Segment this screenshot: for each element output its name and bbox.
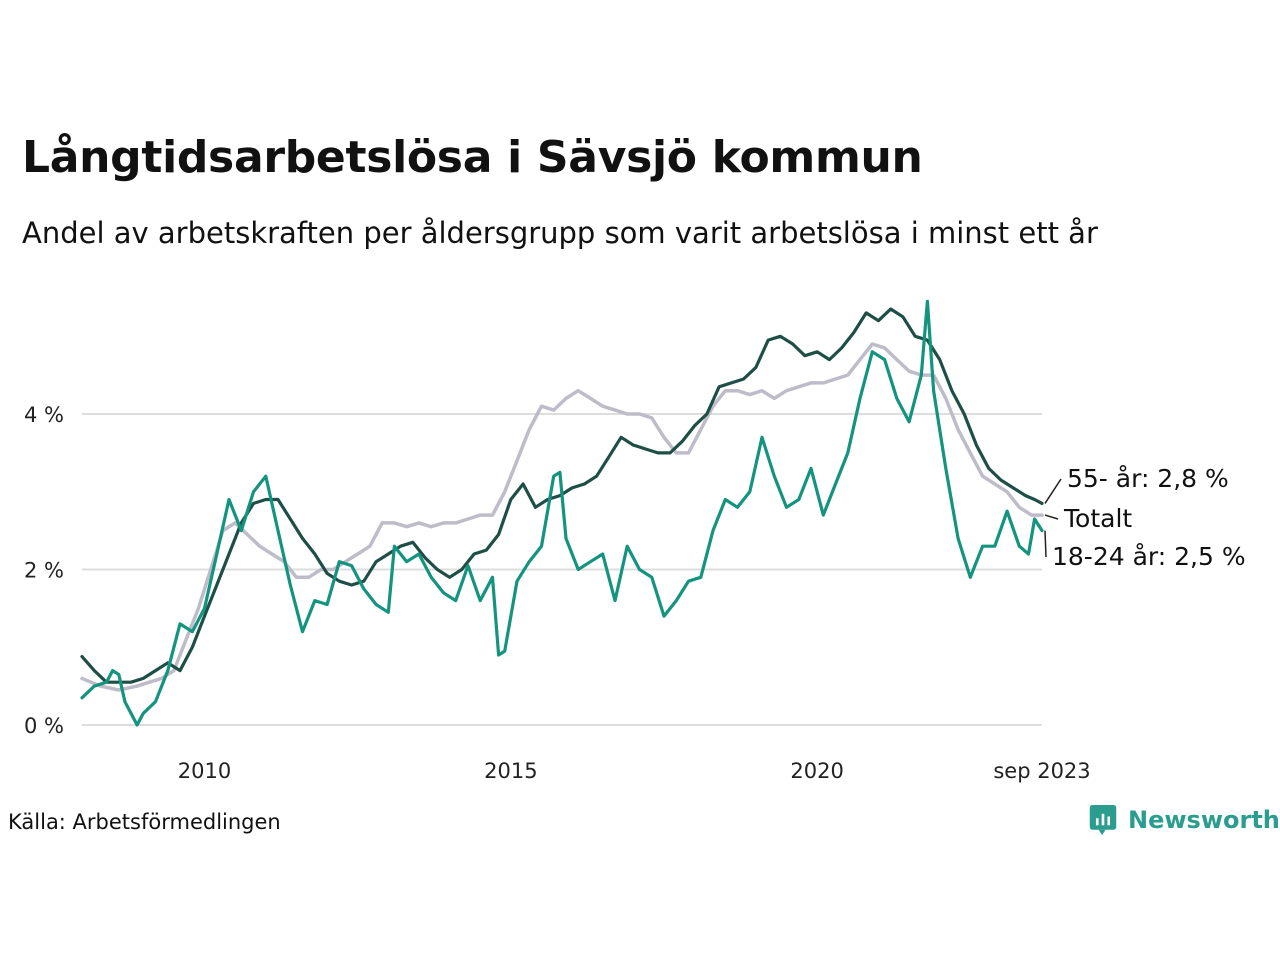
series-lines: [80, 299, 1044, 727]
leader-line-age55: [1044, 478, 1062, 504]
series-line-total: [80, 342, 1044, 692]
series-label-age55: 55- år: 2,8 %: [1067, 464, 1229, 493]
series-label-total: Totalt: [1063, 504, 1132, 533]
newsworthy-logo: Newsworthy: [1088, 803, 1280, 837]
y-axis-ticks: 0 % 2 % 4 %: [24, 403, 64, 738]
y-tick-label: 4 %: [24, 403, 64, 427]
x-axis-ticks: 2010 2015 2020 sep 2023: [178, 759, 1091, 783]
series-labels: Totalt 55- år: 2,8 % 18-24 år: 2,5 %: [1044, 464, 1246, 571]
leader-line-age18_24: [1044, 530, 1047, 558]
x-tick-label: 2015: [484, 759, 537, 783]
series-label-age18_24: 18-24 år: 2,5 %: [1052, 542, 1246, 571]
logo-text: Newsworthy: [1128, 806, 1280, 834]
grid-lines: [82, 413, 1042, 726]
leader-line-total: [1044, 514, 1059, 520]
y-tick-label: 0 %: [24, 714, 64, 738]
x-tick-label: 2020: [790, 759, 843, 783]
x-tick-label: sep 2023: [993, 759, 1090, 783]
page-title: Långtidsarbetslösa i Sävsjö kommun: [22, 132, 923, 183]
y-tick-label: 2 %: [24, 559, 64, 583]
newsworthy-chart-bubble-icon: [1089, 805, 1117, 835]
x-tick-label: 2010: [178, 759, 231, 783]
page-subtitle: Andel av arbetskraften per åldersgrupp s…: [22, 216, 1098, 250]
source-note: Källa: Arbetsförmedlingen: [8, 810, 281, 834]
series-line-age18_24: [80, 299, 1044, 727]
